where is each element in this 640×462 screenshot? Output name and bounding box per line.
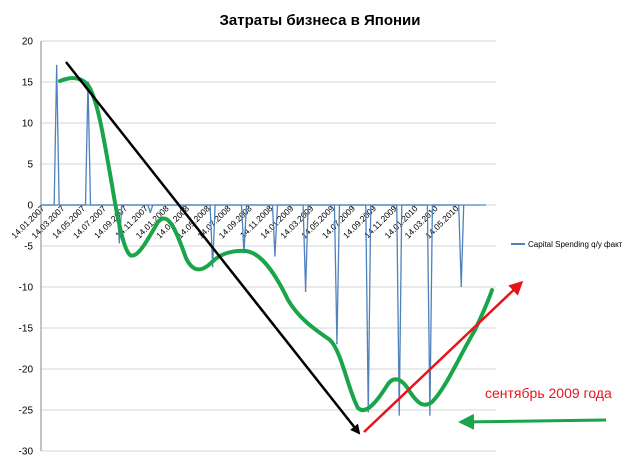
annotation-september-2009: сентябрь 2009 года <box>485 385 612 401</box>
green-pointer-arrow <box>458 413 607 430</box>
annotation-overlays: сентябрь 2009 года <box>58 61 612 435</box>
data-point <box>367 410 370 413</box>
y-tick-label: 5 <box>27 160 33 171</box>
data-point <box>55 64 58 67</box>
y-tick-label: 15 <box>22 78 34 89</box>
chart-title: Затраты бизнеса в Японии <box>220 12 421 29</box>
y-tick-label: -30 <box>19 447 34 458</box>
y-tick-label: -10 <box>19 283 34 294</box>
series-line <box>41 64 465 416</box>
y-axis: 20 15 10 5 0 -5 -10 -15 -20 -25 -30 <box>19 37 42 458</box>
y-tick-label: 10 <box>22 119 34 130</box>
green-trend-curve <box>58 76 494 412</box>
y-tick-label: 0 <box>27 201 33 212</box>
x-axis: 14.01.200714.03.200714.05.200714.07.2007… <box>9 203 486 240</box>
black-down-arrow <box>65 61 361 435</box>
y-tick-label: 20 <box>22 37 34 48</box>
y-tick-label: -25 <box>19 406 34 417</box>
data-point <box>398 414 401 416</box>
y-tick-label: -20 <box>19 365 34 376</box>
data-point <box>211 265 214 268</box>
y-tick-label: -5 <box>24 242 33 253</box>
data-point <box>336 342 338 345</box>
red-up-arrow <box>363 280 524 433</box>
legend: Capital Spending q/y факт <box>511 240 623 249</box>
data-point <box>429 414 431 416</box>
data-point <box>118 241 121 244</box>
data-point <box>274 255 276 257</box>
series-capital-spending <box>41 64 465 416</box>
data-point <box>304 290 307 292</box>
data-point <box>460 285 463 287</box>
y-tick-label: -15 <box>19 324 34 335</box>
data-point <box>149 211 152 214</box>
legend-label: Capital Spending q/y факт <box>528 240 623 249</box>
